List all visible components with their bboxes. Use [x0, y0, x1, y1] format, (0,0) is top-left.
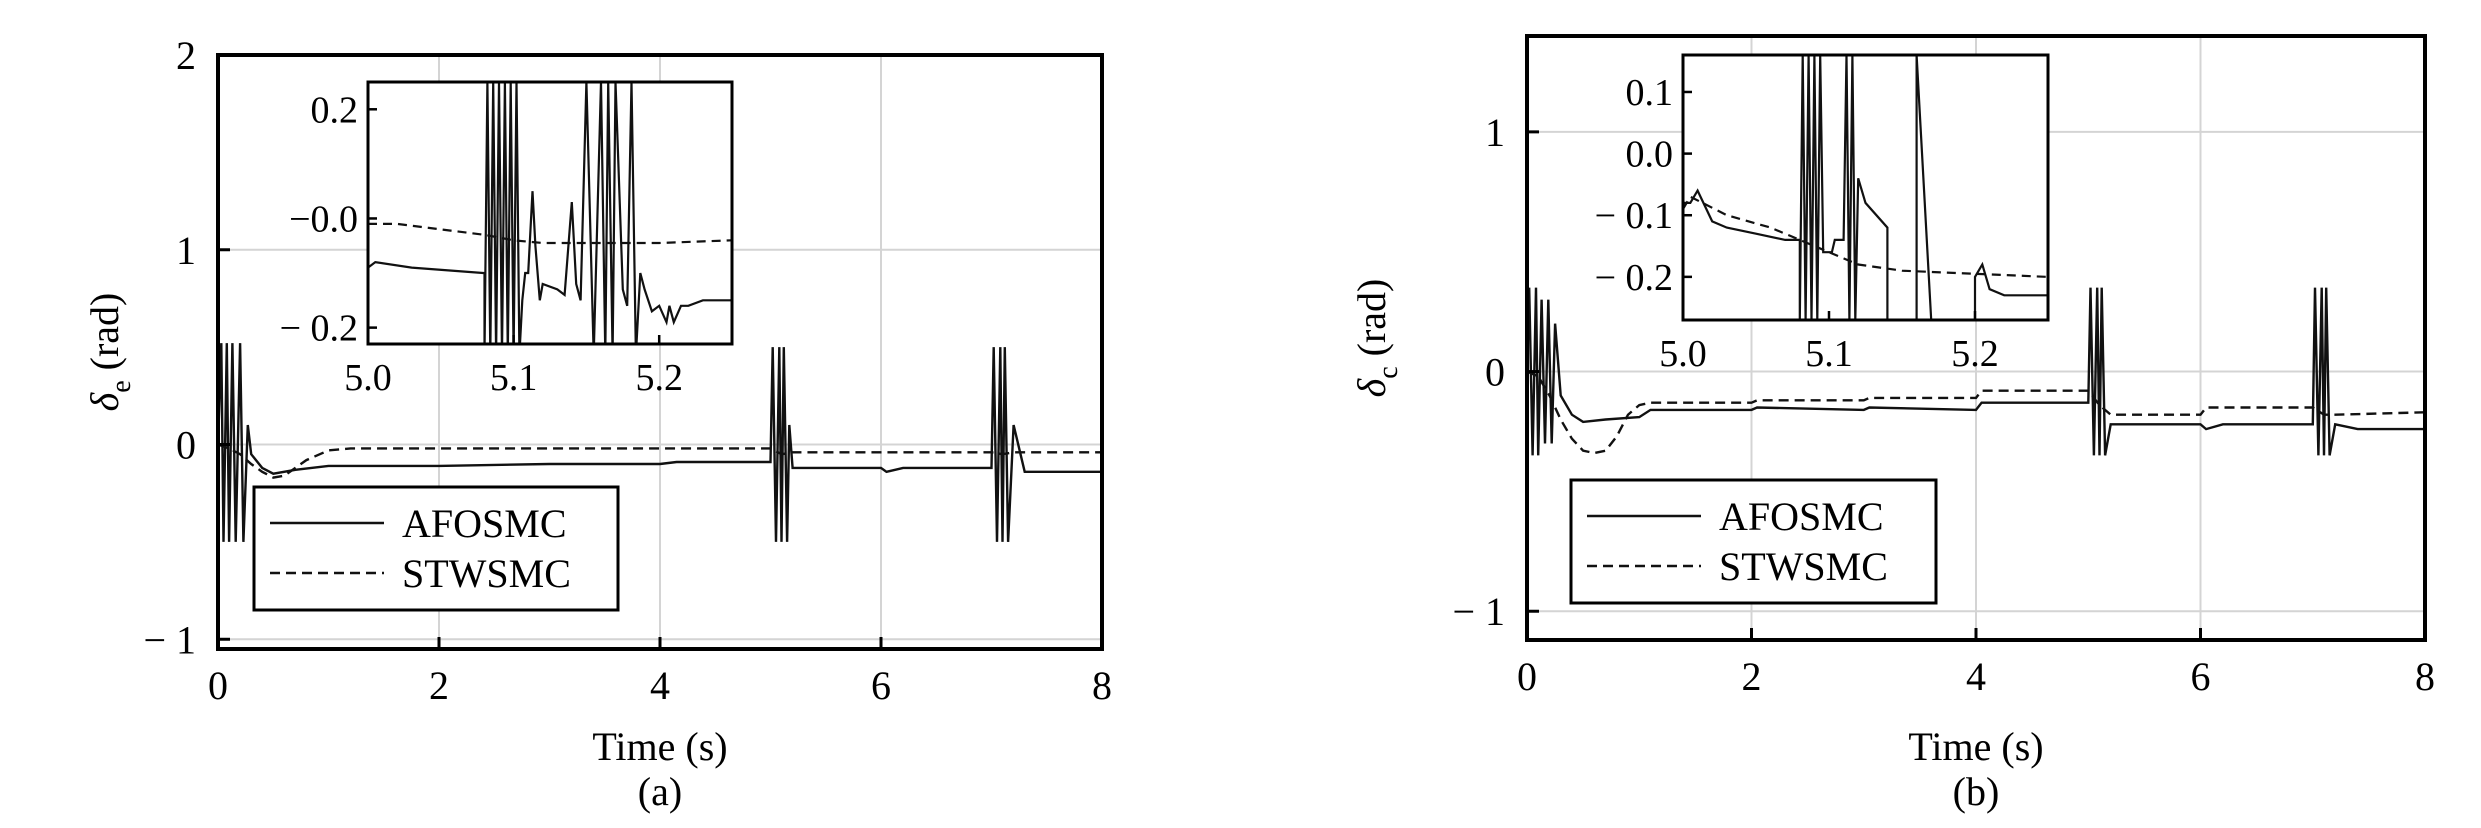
y-tick-label: 0 [176, 423, 196, 468]
x-tick-label: 8 [2415, 654, 2435, 699]
inset-background [1683, 55, 2048, 320]
inset-y-tick-label: 0.1 [1626, 72, 1674, 114]
inset-x-tick-label: 5.1 [490, 357, 538, 399]
x-tick-label: 4 [650, 663, 670, 708]
series-line-afosmc [218, 343, 1102, 542]
y-axis-label: δc (rad) [1349, 279, 1404, 398]
inset-y-tick-label: 0.2 [311, 89, 359, 131]
panel-label: (b) [1953, 769, 2000, 814]
y-tick-label: 2 [176, 33, 196, 78]
inset-x-tick-label: 5.0 [1659, 333, 1707, 375]
series-line-stwsmc [1527, 370, 2425, 455]
inset-y-tick-label: −0.0 [289, 198, 358, 240]
x-axis-label: Time (s) [1908, 724, 2043, 769]
y-axis-symbol: δ [82, 391, 127, 411]
inset-y-tick-label: − 0.2 [280, 308, 358, 350]
x-axis-label: Time (s) [592, 724, 727, 769]
legend-label: STWSMC [402, 551, 571, 596]
legend-label: AFOSMC [1719, 494, 1884, 539]
y-axis-subscript: e [106, 380, 137, 392]
inset-x-tick-label: 5.2 [1951, 333, 1999, 375]
y-tick-label: − 1 [1452, 589, 1505, 634]
y-axis-unit: (rad) [82, 293, 127, 371]
inset-frame [366, 80, 734, 346]
series-line-afosmc [1527, 287, 2425, 456]
inset-series-line-stwsmc [1683, 195, 2048, 278]
x-tick-label: 6 [2191, 654, 2211, 699]
inset-series-line-afosmc [368, 82, 732, 344]
panel-label: (a) [638, 769, 682, 814]
x-tick-label: 4 [1966, 654, 1986, 699]
y-axis-label: δe (rad) [82, 293, 137, 412]
legend-box [1569, 478, 1938, 605]
y-axis-subscript: c [1373, 366, 1404, 378]
inset-series-line-afosmc [1683, 55, 2048, 320]
x-tick-label: 6 [871, 663, 891, 708]
inset-background [368, 82, 732, 344]
inset-y-tick-label: − 0.1 [1595, 195, 1673, 237]
y-tick-label: − 1 [143, 617, 196, 662]
y-axis-unit: (rad) [1349, 279, 1394, 357]
x-tick-label: 0 [208, 663, 228, 708]
y-tick-label: 1 [1485, 110, 1505, 155]
x-tick-label: 0 [1517, 654, 1537, 699]
chart-panel-a: 0 2 4 6 8 − 1 0 1 2 Time (s)(a) δe (rad) AFOSMC STWSM… [82, 33, 1112, 814]
x-tick-label: 2 [1742, 654, 1762, 699]
y-tick-label: 1 [176, 228, 196, 273]
legend-box [252, 485, 620, 612]
chart-panel-b: 0 2 4 6 8 − 1 0 1 Time (s)(b) δc (rad) AFOSMC STWSMC… [1349, 34, 2435, 814]
inset-x-tick-label: 5.1 [1805, 333, 1853, 375]
y-axis-symbol: δ [1349, 377, 1394, 397]
inset-y-tick-label: 0.0 [1626, 134, 1674, 176]
inset-x-tick-label: 5.2 [635, 357, 683, 399]
legend-label: STWSMC [1719, 544, 1888, 589]
x-tick-label: 2 [429, 663, 449, 708]
inset-x-tick-label: 5.0 [344, 357, 392, 399]
inset-frame [1681, 53, 2050, 322]
y-tick-label: 0 [1485, 350, 1505, 395]
series-line-stwsmc [218, 443, 1102, 479]
x-tick-label: 8 [1092, 663, 1112, 708]
legend-label: AFOSMC [402, 501, 567, 546]
inset-y-tick-label: − 0.2 [1595, 257, 1673, 299]
